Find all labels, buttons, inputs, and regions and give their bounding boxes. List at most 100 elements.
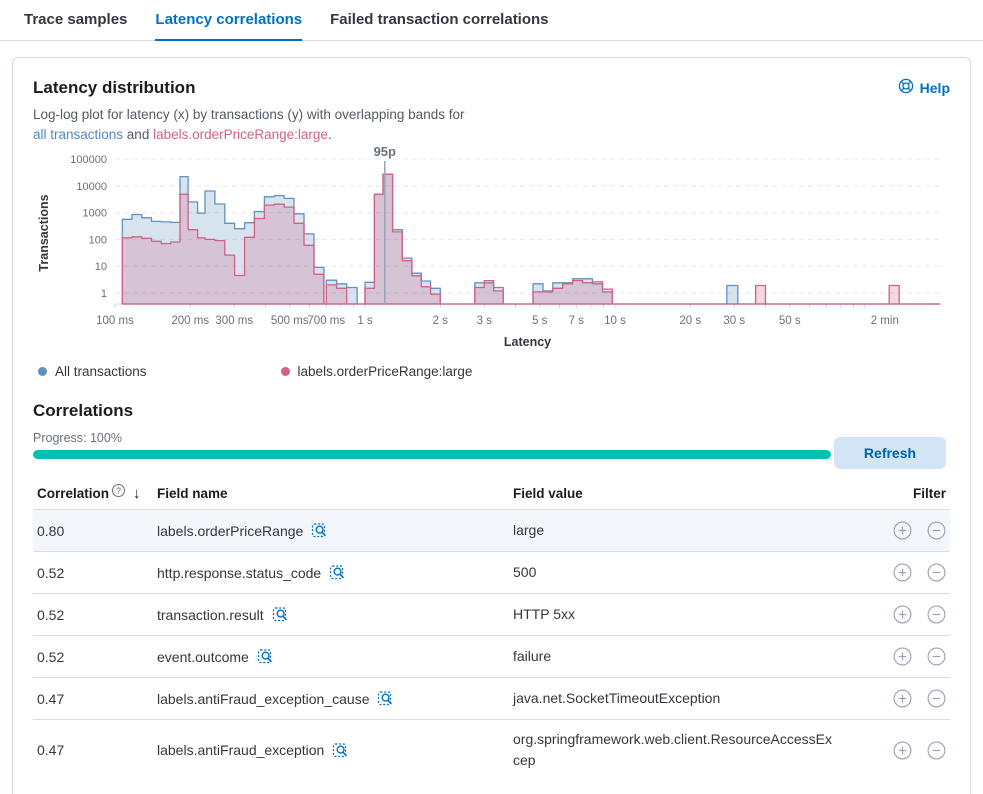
- description-text: Log-log plot for latency (x) by transact…: [33, 107, 465, 122]
- legend-item[interactable]: All transactions: [38, 364, 147, 379]
- field-value: HTTP 5xx: [513, 606, 575, 623]
- column-header-field-name: Field name: [157, 485, 228, 501]
- field-statistics-icon[interactable]: [377, 690, 394, 707]
- filter-out-value-button[interactable]: [927, 521, 946, 540]
- latency-distribution-chart[interactable]: 1 10 100 1000 10000 100000 95p 100 ms 200 ms 300 …: [0, 145, 983, 357]
- tab-bar: Trace samples Latency correlations Faile…: [0, 0, 983, 41]
- correlation-value: 0.47: [37, 742, 65, 759]
- progress-bar-fill: [33, 450, 831, 460]
- filter-for-value-button[interactable]: [893, 563, 912, 582]
- y-axis-tick-label: 10: [95, 261, 107, 273]
- field-statistics-icon[interactable]: [272, 606, 289, 623]
- progress-bar: [33, 450, 831, 460]
- field-value: failure: [513, 648, 552, 665]
- field-statistics-icon[interactable]: [332, 742, 349, 759]
- x-axis-tick-label: 2 min: [871, 315, 899, 327]
- field-value: large: [513, 522, 545, 539]
- field-name: labels.orderPriceRange: [157, 522, 304, 539]
- refresh-button[interactable]: Refresh: [834, 437, 946, 470]
- description-and: and: [123, 126, 154, 142]
- correlation-value: 0.80: [37, 522, 65, 539]
- chart-description: Log-log plot for latency (x) by transact…: [33, 105, 553, 144]
- column-header-correlation[interactable]: Correlation? ↓: [37, 484, 157, 502]
- filter-out-value-button[interactable]: [927, 563, 946, 582]
- field-statistics-icon[interactable]: [329, 564, 346, 581]
- y-axis-tick-label: 100000: [70, 154, 107, 166]
- tab-trace-samples[interactable]: Trace samples: [24, 11, 128, 28]
- x-axis-title: Latency: [504, 335, 551, 349]
- help-label: Help: [919, 79, 950, 96]
- filter-out-value-button[interactable]: [927, 741, 946, 760]
- field-value: java.net.SocketTimeoutException: [513, 690, 721, 707]
- all-transactions-link[interactable]: all transactions: [33, 126, 124, 142]
- x-axis-tick-label: 200 ms: [171, 315, 209, 327]
- legend-label: All transactions: [55, 364, 147, 380]
- correlation-value: 0.52: [37, 648, 65, 665]
- correlations-title: Correlations: [33, 401, 134, 421]
- field-name: event.outcome: [157, 648, 249, 665]
- help-link[interactable]: Help: [898, 78, 950, 97]
- filter-out-value-button[interactable]: [927, 647, 946, 666]
- table-row: 0.80 labels.orderPriceRange large: [33, 509, 950, 552]
- table-row: 0.52 http.response.status_code 500: [33, 551, 950, 593]
- column-header-filter: Filter: [912, 485, 946, 501]
- chart-legend: All transactions labels.orderPriceRange:l…: [38, 364, 950, 379]
- tab-latency-correlations[interactable]: Latency correlations: [155, 0, 303, 41]
- field-value: 500: [513, 564, 537, 581]
- order-price-range-link[interactable]: labels.orderPriceRange:large: [153, 126, 328, 142]
- x-axis-tick-label: 3 s: [477, 315, 493, 327]
- table-header-row: Correlation? ↓ Field name Field value Fil…: [33, 477, 950, 509]
- field-name: labels.antiFraud_exception: [157, 742, 325, 759]
- help-lifebuoy-icon: [898, 78, 914, 97]
- x-axis-tick-label: 20 s: [679, 315, 701, 327]
- series-band-labels-orderpricerange-large: [121, 173, 941, 305]
- x-axis-tick-label: 10 s: [604, 315, 626, 327]
- sort-descending-icon[interactable]: ↓: [133, 485, 141, 503]
- legend-dot-icon: [38, 367, 47, 377]
- field-statistics-icon[interactable]: [257, 648, 274, 665]
- x-axis-tick-label: 50 s: [779, 315, 801, 327]
- x-axis-tick-label: 500 ms: [271, 315, 309, 327]
- x-axis-tick-label: 30 s: [723, 315, 745, 327]
- y-axis-tick-label: 100: [89, 235, 107, 247]
- x-axis-tick-label: 1 s: [357, 315, 373, 327]
- field-name: labels.antiFraud_exception_cause: [157, 690, 370, 707]
- correlation-value: 0.52: [37, 606, 65, 623]
- legend-item[interactable]: labels.orderPriceRange:large: [280, 364, 473, 380]
- correlation-value: 0.47: [37, 690, 65, 707]
- y-axis-tick-label: 1000: [83, 208, 107, 220]
- x-axis-tick-label: 100 ms: [96, 315, 134, 327]
- table-row: 0.52 event.outcome failure: [33, 635, 950, 677]
- filter-for-value-button[interactable]: [893, 741, 912, 760]
- filter-for-value-button[interactable]: [893, 521, 912, 540]
- table-row: 0.47 labels.antiFraud_exception org.sprin…: [33, 719, 950, 780]
- field-value: org.springframework.web.client.ResourceA…: [513, 731, 833, 769]
- filter-out-value-button[interactable]: [927, 689, 946, 708]
- legend-dot-icon: [280, 367, 290, 377]
- x-axis-tick-label: 5 s: [532, 315, 548, 327]
- latency-correlations-panel: Latency distribution Help Log-log plot f…: [12, 57, 971, 794]
- progress-label: Progress: 100%: [33, 431, 122, 446]
- correlations-table: Correlation? ↓ Field name Field value Fil…: [33, 477, 950, 780]
- percentile-95-label: 95p: [374, 145, 396, 159]
- correlation-value: 0.52: [37, 564, 65, 581]
- latency-distribution-title: Latency distribution: [33, 78, 196, 97]
- filter-for-value-button[interactable]: [893, 689, 912, 708]
- filter-for-value-button[interactable]: [893, 647, 912, 666]
- x-axis-tick-label: 7 s: [569, 315, 585, 327]
- y-axis-tick-label: 1: [101, 288, 107, 300]
- field-name: transaction.result: [157, 606, 264, 623]
- filter-for-value-button[interactable]: [893, 605, 912, 624]
- correlation-help-icon[interactable]: ?: [112, 484, 126, 498]
- field-name: http.response.status_code: [157, 564, 322, 581]
- filter-out-value-button[interactable]: [927, 605, 946, 624]
- x-axis-tick-label: 300 ms: [215, 315, 253, 327]
- y-axis-tick-label: 10000: [76, 181, 107, 193]
- tab-failed-transaction-correlations[interactable]: Failed transaction correlations: [330, 11, 549, 28]
- y-axis-title: Transactions: [37, 195, 51, 272]
- legend-label: labels.orderPriceRange:large: [297, 364, 473, 380]
- table-row: 0.47 labels.antiFraud_exception_cause jav…: [33, 677, 950, 719]
- x-axis-tick-label: 2 s: [433, 315, 449, 327]
- description-period: .: [327, 126, 332, 142]
- field-statistics-icon[interactable]: [311, 522, 328, 539]
